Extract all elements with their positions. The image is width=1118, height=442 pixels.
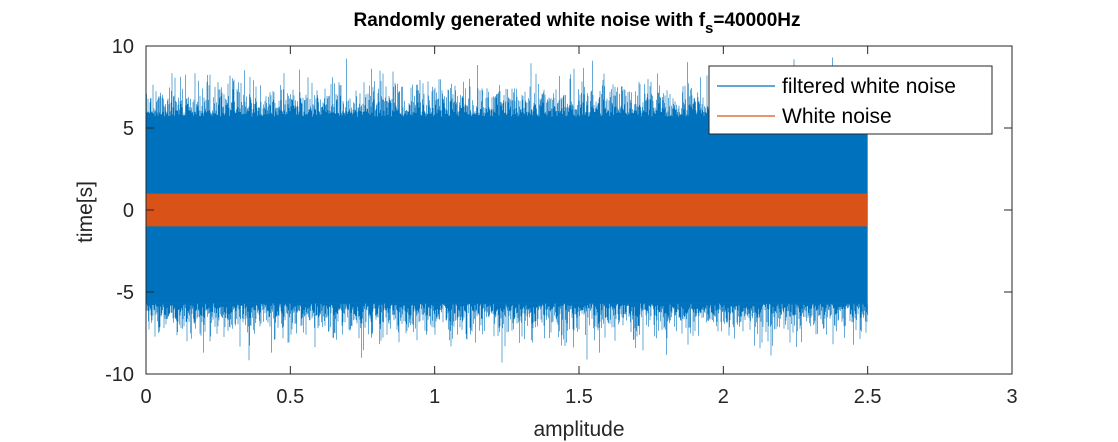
x-axis-label: amplitude xyxy=(533,418,624,441)
chart-title-subscript: s xyxy=(705,20,713,37)
series-layer xyxy=(146,57,868,363)
series-white-noise xyxy=(146,193,868,227)
x-tick-label: 1 xyxy=(429,386,440,408)
x-tick-label: 1.5 xyxy=(565,386,593,408)
y-tick-label: 10 xyxy=(112,36,134,58)
y-tick-label: 0 xyxy=(123,200,134,222)
x-tick-label: 0.5 xyxy=(276,386,304,408)
x-tick-label: 3 xyxy=(1006,386,1017,408)
ticks-layer: 0 0.5 1 1.5 2 2.5 3 10 5 0 -5 -10 xyxy=(105,36,1017,408)
legend-label-filtered: filtered white noise xyxy=(782,75,956,98)
legend: filtered white noise White noise xyxy=(708,65,993,135)
x-tick-label: 0 xyxy=(140,386,151,408)
chart-title-suffix: =40000Hz xyxy=(713,10,800,31)
x-tick-label: 2.5 xyxy=(854,386,882,408)
chart-title: Randomly generated white noise with fs=4… xyxy=(353,10,800,37)
legend-label-white: White noise xyxy=(782,105,892,128)
series-noise-spikes xyxy=(146,57,868,363)
legend-box xyxy=(708,65,993,135)
y-axis-label: time[s] xyxy=(74,181,97,243)
y-tick-label: -5 xyxy=(116,282,134,304)
y-tick-label: -10 xyxy=(105,364,134,386)
series-core-band xyxy=(146,193,868,227)
x-tick-label: 2 xyxy=(718,386,729,408)
y-tick-label: 5 xyxy=(123,118,134,140)
chart-title-main: Randomly generated white noise with f xyxy=(353,10,705,31)
